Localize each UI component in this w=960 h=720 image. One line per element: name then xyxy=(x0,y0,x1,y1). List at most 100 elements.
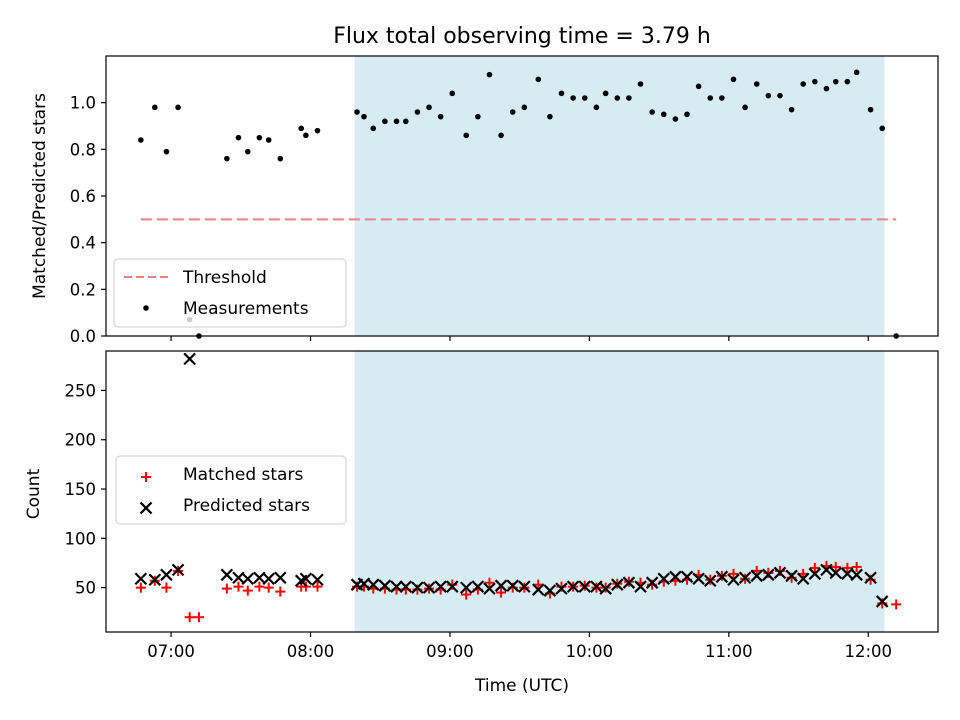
predicted-star-point-b xyxy=(750,569,764,583)
predicted-star-point-b xyxy=(850,568,863,582)
y-tick-label: 1.0 xyxy=(70,94,96,113)
x-tick-label: 07:00 xyxy=(147,642,195,661)
measurement-point xyxy=(707,95,714,101)
predicted-star-point xyxy=(543,584,557,597)
predicted-star-point-b xyxy=(471,580,485,593)
predicted-star-point xyxy=(875,595,889,608)
predicted-star-point-b xyxy=(160,568,173,582)
predicted-star-point xyxy=(622,576,636,589)
matched-star-point xyxy=(193,612,204,623)
predicted-star-point-b xyxy=(875,595,889,608)
measurement-point xyxy=(742,104,748,111)
predicted-star-point xyxy=(422,581,436,594)
y-tick-label: 0.4 xyxy=(70,234,96,253)
bottom-y-ticks: 50 100 150 200 250 xyxy=(65,381,106,598)
y-tick-label: 250 xyxy=(65,381,97,400)
matched-star-point xyxy=(533,579,544,590)
measurement-point xyxy=(695,83,702,90)
measurement-point xyxy=(788,106,795,113)
measurement-point xyxy=(581,95,588,101)
predicted-star-point-b xyxy=(669,570,682,584)
measurement-point xyxy=(823,85,830,92)
predicted-star-point-b xyxy=(543,584,557,597)
legend-threshold-label: Threshold xyxy=(182,268,267,288)
predicted-star-point xyxy=(680,570,694,584)
top-axes-frame xyxy=(105,55,939,337)
measurement-point xyxy=(730,76,737,83)
y-tick-label: 0.8 xyxy=(70,140,96,159)
predicted-star-point-b xyxy=(171,563,185,577)
bottom-panel: 50 100 150 200 250 07:00 08:00 09:00 10:00 11:00… xyxy=(24,350,939,696)
measurement-point xyxy=(163,148,170,155)
measurement-point xyxy=(449,90,456,97)
legend-predicted-swatch xyxy=(139,501,153,515)
matched-star-point xyxy=(751,565,762,576)
predicted-star-point-b xyxy=(311,573,324,587)
measurement-point xyxy=(235,134,242,141)
predicted-star-point-b xyxy=(411,581,424,594)
measurement-point xyxy=(853,69,860,76)
predicted-star-point xyxy=(160,568,173,582)
predicted-star-point xyxy=(483,582,496,595)
bottom-points xyxy=(134,352,902,623)
predicted-star-point xyxy=(611,578,624,591)
measurement-point xyxy=(521,104,528,111)
predicted-star-point xyxy=(590,580,603,593)
predicted-star-point xyxy=(241,572,255,586)
predicted-star-point-b xyxy=(611,578,624,591)
predicted-star-point-b xyxy=(148,573,162,587)
predicted-star-point xyxy=(459,581,473,594)
matched-star-point xyxy=(242,585,253,596)
predicted-star-point-b xyxy=(785,569,798,583)
measurement-point xyxy=(509,109,516,115)
predicted-star-point-b xyxy=(762,568,775,582)
x-tick-label: 10:00 xyxy=(566,642,614,661)
predicted-star-point-b xyxy=(645,576,659,589)
measurement-point xyxy=(224,155,230,162)
predicted-star-point-b xyxy=(183,352,196,366)
bottom-x-ticks: 07:00 08:00 09:00 10:00 11:00 12:00 xyxy=(147,632,892,661)
measurement-point xyxy=(402,118,409,125)
measurement-point xyxy=(382,118,388,125)
predicted-star-point-b xyxy=(773,566,787,580)
measurement-point xyxy=(303,132,309,139)
predicted-star-point-b xyxy=(829,566,843,580)
top-y-ticks: 0.0 0.2 0.4 0.6 0.8 1.0 xyxy=(70,94,106,346)
predicted-star-point-b xyxy=(366,578,380,591)
top-legend: Threshold Measurements xyxy=(113,258,347,328)
matched-star-point xyxy=(484,577,495,588)
predicted-star-point xyxy=(148,573,162,587)
measurement-point xyxy=(414,109,421,115)
measurement-point xyxy=(637,81,644,87)
top-legend-box xyxy=(113,258,347,328)
matched-star-point xyxy=(161,582,172,593)
predicted-star-point xyxy=(220,568,234,582)
predicted-star-point xyxy=(599,582,612,595)
predicted-star-point xyxy=(366,578,380,591)
predicted-star-point xyxy=(299,572,313,586)
predicted-star-point xyxy=(274,571,287,585)
predicted-star-point xyxy=(703,574,717,588)
matched-star-point xyxy=(728,568,739,579)
matched-star-point xyxy=(135,582,146,593)
predicted-star-point-b xyxy=(680,570,694,584)
matched-star-point xyxy=(809,562,820,573)
measurement-point xyxy=(475,113,481,120)
x-axis-label: Time (UTC) xyxy=(474,676,569,696)
legend-predicted-label: Predicted stars xyxy=(183,496,310,516)
measurement-point xyxy=(593,104,600,111)
predicted-star-point-b xyxy=(808,567,822,581)
matched-star-point xyxy=(254,581,265,592)
predicted-star-point-b xyxy=(422,581,436,594)
predicted-star-point xyxy=(411,581,424,594)
predicted-star-point-b xyxy=(434,580,447,593)
measurement-point xyxy=(753,81,760,87)
y-tick-label: 150 xyxy=(65,480,97,499)
measurement-point xyxy=(463,132,470,139)
matched-star-point xyxy=(842,562,853,573)
predicted-star-point-b xyxy=(634,580,647,593)
predicted-star-point-b xyxy=(715,570,729,584)
measurement-point xyxy=(672,116,679,122)
predicted-star-point-b xyxy=(566,580,580,593)
